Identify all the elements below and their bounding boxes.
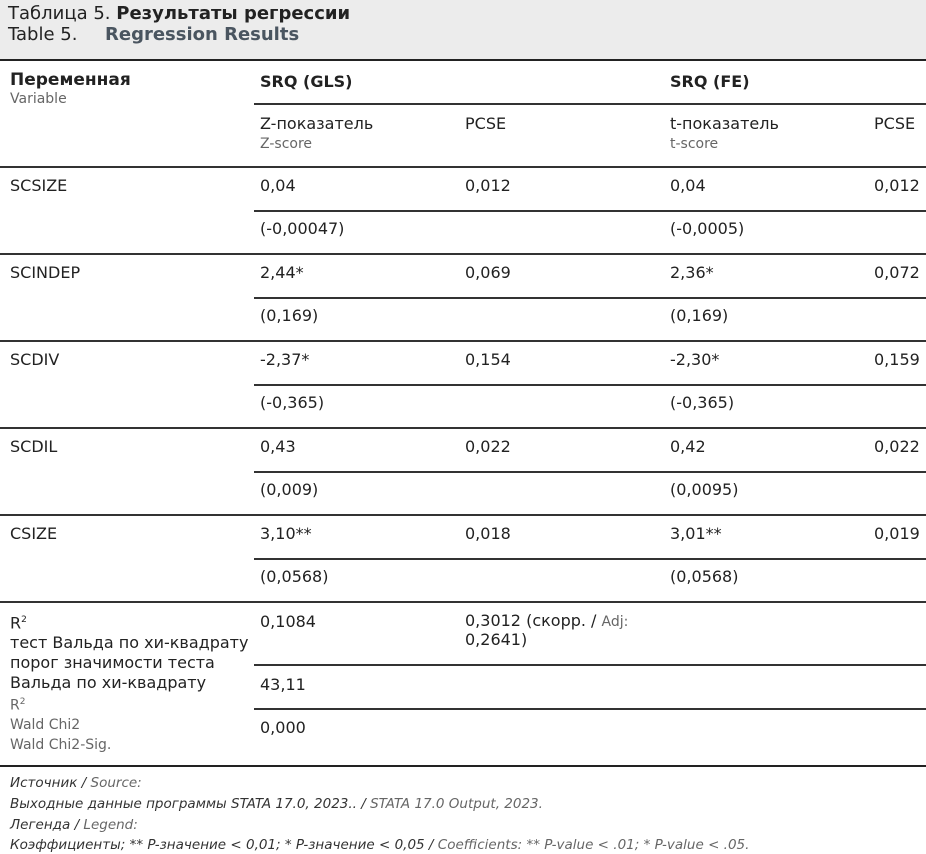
table-caption: Таблица 5. Результаты регрессии Table 5.… (0, 0, 926, 59)
t: STATA 17.0 Output, 2023. (370, 796, 543, 812)
caption-label-ru: Таблица 5. (8, 3, 111, 24)
fe-coef: 0,42 (670, 437, 706, 456)
gls-pcse: 0,018 (465, 524, 511, 543)
r2-adj-value: 0,2641) (465, 630, 528, 649)
footer-source: Выходные данные программы STATA 17.0, 20… (10, 796, 543, 812)
variable-name: CSIZE (10, 524, 58, 543)
gls-coef: 0,04 (260, 176, 296, 195)
sig-label-en: Wald Chi2-Sig. (10, 736, 112, 753)
fe-coef: 2,36* (670, 263, 714, 282)
fe-se: (0,169) (670, 306, 729, 325)
divider (0, 601, 926, 603)
divider (0, 514, 926, 516)
gls-se: (0,0568) (260, 567, 329, 586)
divider (0, 253, 926, 255)
header-variable: Переменная (10, 70, 131, 90)
gls-pcse: 0,154 (465, 350, 511, 369)
header-z: Z-показатель (260, 114, 374, 133)
header-variable-en: Variable (10, 91, 67, 107)
t: Выходные данные программы STATA 17.0, 20… (10, 796, 371, 812)
t: Легенда / (10, 817, 84, 833)
gls-se: (-0,365) (260, 393, 325, 412)
caption-label-en: Table 5. (8, 24, 78, 45)
gls-coef: 2,44* (260, 263, 304, 282)
fe-pcse: 0,019 (874, 524, 920, 543)
sig-label-2: Вальда по хи-квадрату (10, 673, 207, 693)
wald-label-en: Wald Chi2 (10, 716, 81, 733)
r2-label-en: R (10, 697, 20, 714)
header-pcse-1: PCSE (465, 114, 507, 133)
header-t: t-показатель (670, 114, 779, 133)
divider (0, 166, 926, 168)
divider (0, 59, 926, 61)
variable-name: SCDIL (10, 437, 58, 456)
footer-source-label: Источник / Source: (10, 775, 142, 791)
divider (254, 471, 926, 473)
header-z-en: Z-score (260, 136, 313, 152)
stats-labels: R2 тест Вальда по хи-квадрату порог знач… (10, 610, 248, 755)
fe-pcse: 0,012 (874, 176, 920, 195)
footer-legend: Коэффициенты; ** P-значение < 0,01; * P-… (10, 837, 749, 853)
footer-legend-label: Легенда / Legend: (10, 817, 138, 833)
fe-pcse: 0,072 (874, 263, 920, 282)
t: Источник / (10, 775, 91, 791)
t: Коэффициенты; ** P-значение < 0,01; * P-… (10, 837, 438, 853)
r2-fe-text: 0,3012 (скорр. / (465, 611, 602, 630)
divider (254, 708, 926, 710)
fe-pcse: 0,159 (874, 350, 920, 369)
divider (0, 765, 926, 767)
header-pcse-2: PCSE (874, 114, 916, 133)
fe-se: (-0,0005) (670, 219, 745, 238)
gls-coef: -2,37* (260, 350, 310, 369)
divider (254, 297, 926, 299)
divider (254, 558, 926, 560)
fe-coef: 3,01** (670, 524, 722, 543)
wald-label: тест Вальда по хи-квадрату (10, 633, 249, 653)
t: Coefficients: ** P-value < .01; * P-valu… (437, 837, 750, 853)
header-fe: SRQ (FE) (670, 72, 750, 91)
fe-se: (0,0095) (670, 480, 739, 499)
t: Source: (90, 775, 142, 791)
fe-se: (0,0568) (670, 567, 739, 586)
sup: 2 (19, 697, 26, 708)
fe-se: (-0,365) (670, 393, 735, 412)
r2-label: R (10, 613, 22, 633)
r2-fe-value: 0,3012 (скорр. / Adj: 0,2641) (465, 612, 628, 649)
gls-coef: 0,43 (260, 437, 296, 456)
header-t-en: t-score (670, 136, 719, 152)
fe-coef: 0,04 (670, 176, 706, 195)
divider (254, 384, 926, 386)
fe-coef: -2,30* (670, 350, 720, 369)
wald-value: 43,11 (260, 675, 306, 694)
variable-name: SCDIV (10, 350, 60, 369)
gls-se: (0,009) (260, 480, 319, 499)
divider (254, 210, 926, 212)
fe-pcse: 0,022 (874, 437, 920, 456)
gls-se: (-0,00047) (260, 219, 345, 238)
gls-pcse: 0,022 (465, 437, 511, 456)
divider (254, 664, 926, 666)
sup: 2 (21, 615, 27, 625)
adj-label: Adj: (601, 614, 629, 630)
sig-label-1: порог значимости теста (10, 653, 215, 673)
divider (0, 427, 926, 429)
variable-name: SCSIZE (10, 176, 68, 195)
divider (0, 340, 926, 342)
r2-value: 0,1084 (260, 612, 316, 631)
gls-pcse: 0,069 (465, 263, 511, 282)
t: Legend: (83, 817, 138, 833)
caption-title-en: Regression Results (105, 24, 300, 45)
sig-value: 0,000 (260, 718, 306, 737)
variable-name: SCINDEP (10, 263, 81, 282)
header-gls: SRQ (GLS) (260, 72, 353, 91)
gls-coef: 3,10** (260, 524, 312, 543)
gls-pcse: 0,012 (465, 176, 511, 195)
divider (254, 103, 926, 105)
gls-se: (0,169) (260, 306, 319, 325)
caption-title-ru: Результаты регрессии (116, 3, 351, 24)
